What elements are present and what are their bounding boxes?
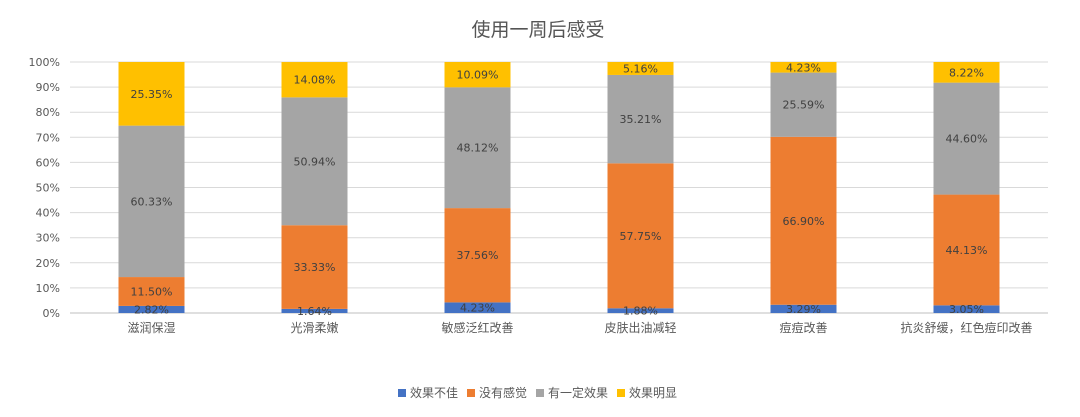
legend-swatch <box>617 389 625 397</box>
data-label: 66.90% <box>783 215 825 228</box>
bar-segment <box>118 62 185 126</box>
data-label: 25.59% <box>783 99 825 112</box>
legend-label: 没有感觉 <box>479 385 527 400</box>
bars <box>118 61 1000 313</box>
y-axis-ticks: 0% 10% 20% 30% 40% 50% 60% 70% 80% 90% 100% <box>29 56 60 320</box>
chart-title: 使用一周后感受 <box>471 19 604 41</box>
data-label: 11.50% <box>131 285 173 298</box>
bar-segment <box>933 194 1000 306</box>
bar-segment <box>607 74 674 164</box>
data-label: 4.23% <box>460 302 495 315</box>
y-tick-label: 20% <box>36 257 60 270</box>
legend-swatch <box>398 389 406 397</box>
data-label: 25.35% <box>131 88 173 101</box>
y-tick-label: 10% <box>36 282 60 295</box>
data-label: 10.09% <box>457 69 499 82</box>
y-tick-label: 60% <box>36 156 60 169</box>
data-label: 48.12% <box>457 142 499 155</box>
data-label: 4.23% <box>786 61 821 74</box>
data-labels: 2.82% 11.50% 60.33% 25.35% 1.64% 33.33% 50.94%… <box>131 61 988 318</box>
data-label: 37.56% <box>457 249 499 262</box>
legend-label: 效果不佳 <box>410 385 458 400</box>
category-label: 痘痘改善 <box>779 320 827 335</box>
bar-segment <box>444 208 511 303</box>
bar-segment <box>770 304 837 313</box>
gridlines <box>70 61 1048 314</box>
bar-segment <box>444 62 511 88</box>
data-label: 33.33% <box>294 261 336 274</box>
y-tick-label: 80% <box>36 106 60 119</box>
bar-segment <box>607 308 674 313</box>
bar-segment <box>281 97 348 226</box>
category-label: 滋润保湿 <box>127 320 175 335</box>
legend-swatch <box>467 389 475 397</box>
bar-segment <box>770 136 837 305</box>
y-tick-label: 90% <box>36 81 60 94</box>
category-label: 皮肤出油减轻 <box>604 320 676 335</box>
data-label: 14.08% <box>294 74 336 87</box>
data-label: 8.22% <box>949 66 984 79</box>
y-tick-label: 30% <box>36 232 60 245</box>
bar-segment <box>118 305 185 313</box>
bar-segment <box>607 163 674 309</box>
category-label: 敏感泛红改善 <box>441 320 513 335</box>
bar-segment <box>770 72 837 137</box>
y-tick-label: 100% <box>29 56 60 69</box>
bar-segment <box>118 125 185 278</box>
legend-label: 有一定效果 <box>548 385 608 400</box>
data-label: 5.16% <box>623 62 658 75</box>
data-label: 57.75% <box>620 230 662 243</box>
data-label: 2.82% <box>134 303 169 316</box>
data-label: 3.05% <box>949 303 984 316</box>
bar-segment <box>281 308 348 313</box>
y-tick-label: 40% <box>36 207 60 220</box>
bar-segment <box>444 87 511 209</box>
data-label: 3.29% <box>786 303 821 316</box>
legend-label: 效果明显 <box>629 385 677 400</box>
bar-segment <box>770 61 837 73</box>
bar-segment <box>444 302 511 313</box>
legend: 效果不佳 没有感觉 有一定效果 效果明显 <box>398 385 677 400</box>
data-label: 44.60% <box>946 133 988 146</box>
category-labels: 滋润保湿 光滑柔嫩 敏感泛红改善 皮肤出油减轻 痘痘改善 抗炎舒缓，红色痘印改善 <box>127 320 1032 335</box>
bar-segment <box>933 305 1000 313</box>
data-label: 44.13% <box>946 244 988 257</box>
y-tick-label: 70% <box>36 131 60 144</box>
data-label: 35.21% <box>620 113 662 126</box>
data-label: 1.88% <box>623 305 658 318</box>
category-label: 抗炎舒缓，红色痘印改善 <box>900 320 1032 335</box>
y-tick-label: 0% <box>43 307 60 320</box>
data-label: 1.64% <box>297 305 332 318</box>
bar-segment <box>118 277 185 306</box>
bar-segment <box>607 62 674 75</box>
bar-segment <box>281 62 348 98</box>
data-label: 50.94% <box>294 155 336 168</box>
bar-segment <box>933 62 1000 83</box>
bar-segment <box>281 225 348 309</box>
data-label: 60.33% <box>131 195 173 208</box>
category-label: 光滑柔嫩 <box>290 321 338 335</box>
legend-swatch <box>536 389 544 397</box>
bar-segment <box>933 82 1000 195</box>
y-tick-label: 50% <box>36 182 60 195</box>
